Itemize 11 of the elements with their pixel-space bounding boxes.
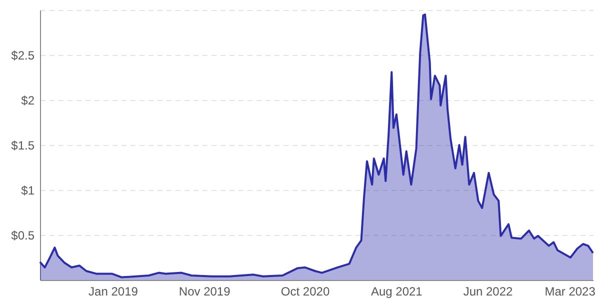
x-tick-label: Mar 2023 [544,284,596,298]
y-tick-label: $1.5 [11,138,35,152]
x-tick-label: Aug 2021 [370,284,423,298]
x-tick-label: Jan 2019 [88,284,138,298]
y-tick-label: $1 [21,184,35,198]
y-tick-label: $2.5 [11,48,35,62]
y-tick-label: $0.5 [11,228,35,242]
y-tick-label: $2 [21,94,35,108]
x-tick-label: Nov 2019 [178,284,231,298]
x-tick-label: Jun 2022 [463,284,514,298]
x-tick-label: Oct 2020 [280,284,330,298]
